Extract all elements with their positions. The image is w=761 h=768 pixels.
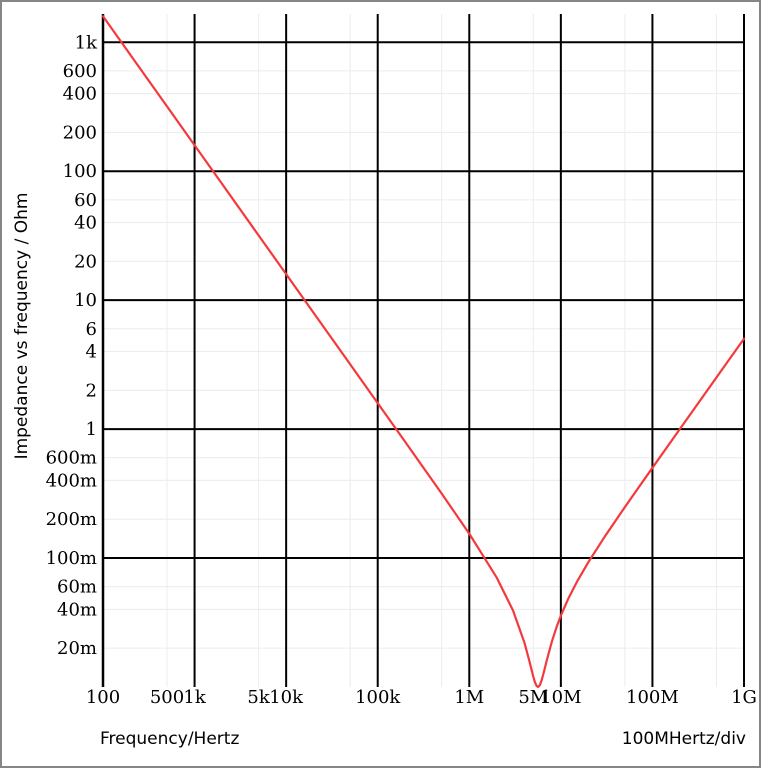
x-tick-label: 10M xyxy=(540,687,581,708)
x-tick-label: 500 xyxy=(150,687,184,708)
y-tick-label: 400m xyxy=(46,470,97,491)
y-tick-label: 1k xyxy=(75,32,98,53)
x-tick-label: 5k xyxy=(247,687,270,708)
y-tick-label: 60 xyxy=(74,190,97,211)
x-tick-label: 1k xyxy=(183,687,206,708)
x-tick-label: 100 xyxy=(86,687,120,708)
y-tick-label: 10 xyxy=(74,290,97,311)
x-tick-label: 1M xyxy=(454,687,484,708)
x-tick-label: 5M xyxy=(518,687,548,708)
x-tick-label: 100k xyxy=(355,687,401,708)
y-tick-label: 4 xyxy=(86,341,97,362)
y-tick-label: 60m xyxy=(57,577,97,598)
x-tick-label: 100M xyxy=(626,687,679,708)
y-tick-label: 40m xyxy=(57,599,97,620)
y-tick-label: 200m xyxy=(46,509,97,530)
y-tick-label: 600m xyxy=(46,448,97,469)
y-tick-label: 2 xyxy=(86,380,97,401)
minor-gridlines xyxy=(103,14,744,687)
y-tick-label: 20m xyxy=(57,638,97,659)
impedance-curve xyxy=(101,15,746,689)
y-tick-label: 1 xyxy=(86,419,97,440)
major-gridlines xyxy=(101,14,745,687)
y-tick-label: 6 xyxy=(86,319,97,340)
y-tick-label: 40 xyxy=(74,213,97,234)
x-tick-label: 10k xyxy=(269,687,304,708)
y-tick-label: 100m xyxy=(46,548,97,569)
y-tick-label: 400 xyxy=(63,84,97,105)
x-axis-scale-note: 100MHertz/div xyxy=(621,729,746,749)
y-tick-label: 600 xyxy=(63,61,97,82)
y-tick-label: 100 xyxy=(63,161,97,182)
y-axis-title: Impedance vs frequency / Ohm xyxy=(12,192,32,460)
x-tick-label: 1G xyxy=(731,687,757,708)
x-axis-title: Frequency/Hertz xyxy=(100,729,240,749)
y-tick-label: 20 xyxy=(74,251,97,272)
y-tick-label: 200 xyxy=(63,122,97,143)
